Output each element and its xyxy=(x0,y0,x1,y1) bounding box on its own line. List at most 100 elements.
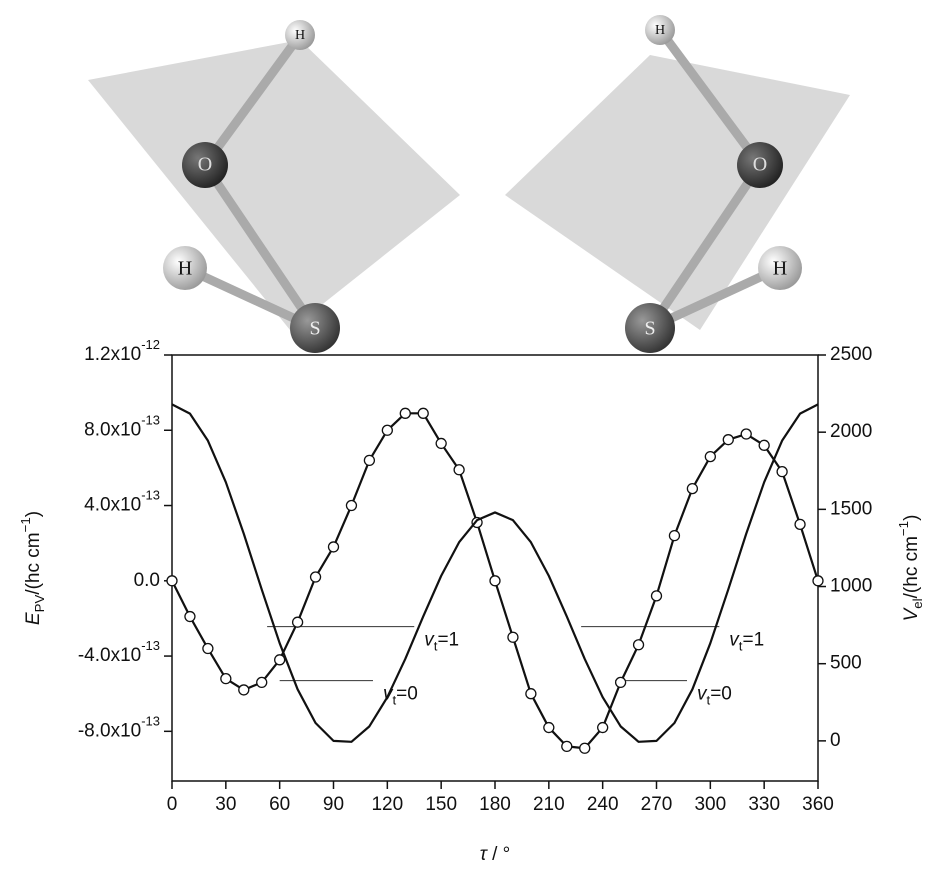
x-tick-label: 90 xyxy=(323,794,344,815)
data-point xyxy=(184,610,196,623)
data-point xyxy=(740,428,752,440)
level-label-subscript: t xyxy=(392,692,396,707)
y2-tick-label: 1500 xyxy=(830,498,872,519)
data-point xyxy=(327,541,340,553)
y2-tick-label: 1000 xyxy=(830,576,872,597)
plot-frame xyxy=(171,354,819,782)
data-point xyxy=(363,454,376,467)
level-label-text: =0 xyxy=(710,684,732,705)
molecule-left: H O H S xyxy=(88,20,460,353)
data-point xyxy=(435,437,447,450)
atom-label: H xyxy=(295,28,305,43)
data-point xyxy=(256,676,268,689)
data-point xyxy=(668,529,681,542)
level-label-text: =0 xyxy=(396,684,418,705)
level-label-symbol: v xyxy=(697,684,708,705)
y2-tick-label: 2000 xyxy=(830,421,872,442)
data-point xyxy=(543,721,555,734)
data-point xyxy=(507,631,519,643)
data-point xyxy=(399,407,411,419)
y2-axis-title-subscript: el xyxy=(910,598,925,608)
y2-axis-title-text: /(hc cm xyxy=(901,536,922,598)
y-tick-label: -4.0x10-13 xyxy=(78,638,160,666)
x-tick-label: 150 xyxy=(425,794,457,815)
molecule-right: H O H S xyxy=(505,15,850,353)
level-label: vt=1 xyxy=(729,630,764,654)
x-tick-label: 330 xyxy=(748,794,780,815)
x-tick-label: 0 xyxy=(167,794,178,815)
y-tick-label: 1.2x10-12 xyxy=(84,337,160,365)
level-label-subscript: t xyxy=(707,692,711,707)
data-point xyxy=(525,688,537,700)
y2-axis-title-symbol: V xyxy=(901,606,922,621)
x-tick-label: 360 xyxy=(802,794,834,815)
y-axis-title: EPV/(hc cm−1) xyxy=(18,511,47,625)
data-point xyxy=(776,466,788,478)
x-tick-label: 120 xyxy=(371,794,403,815)
data-point xyxy=(309,571,322,583)
y-tick-label: 8.0x10-13 xyxy=(84,413,160,441)
y2-tick-label: 500 xyxy=(830,653,862,674)
y2-tick-label: 2500 xyxy=(830,344,872,365)
data-point xyxy=(561,740,573,753)
level-label-text: =1 xyxy=(743,630,765,651)
x-tick-label: 240 xyxy=(587,794,619,815)
data-point xyxy=(166,575,178,587)
x-tick-label: 210 xyxy=(533,794,565,815)
atom-label: S xyxy=(644,318,655,340)
y-axis-title-close: ) xyxy=(23,511,44,517)
data-point xyxy=(381,424,393,436)
data-point xyxy=(238,684,250,696)
data-point xyxy=(794,518,806,530)
level-label-subscript: t xyxy=(434,638,438,653)
data-point xyxy=(758,439,770,451)
level-label-symbol: v xyxy=(424,630,435,651)
data-point xyxy=(812,575,824,587)
data-point xyxy=(291,616,304,628)
y-axis-title-superscript: −1 xyxy=(18,517,33,532)
y2-tick-label: 0 xyxy=(830,730,841,751)
x-tick-label: 180 xyxy=(479,794,511,815)
data-point xyxy=(202,642,214,655)
data-point xyxy=(579,742,591,754)
data-point xyxy=(686,482,699,495)
data-point xyxy=(722,434,734,446)
data-point xyxy=(704,450,716,463)
x-axis-title-symbol: τ xyxy=(480,844,489,865)
x-tick-label: 60 xyxy=(269,794,290,815)
atom-label: O xyxy=(198,154,212,176)
y-axis-title-text: /(hc cm xyxy=(23,532,44,594)
level-label-subscript: t xyxy=(739,638,743,653)
atom-label: O xyxy=(753,154,767,176)
data-point xyxy=(489,575,501,587)
data-point xyxy=(417,407,429,419)
data-point xyxy=(345,499,358,512)
x-axis-title: τ / ° xyxy=(480,844,511,865)
atom-label: S xyxy=(309,318,320,340)
data-point xyxy=(453,464,465,476)
y-tick-label: 0.0 xyxy=(134,570,160,591)
data-point xyxy=(274,654,286,666)
y-axis-title-symbol: E xyxy=(23,612,44,625)
level-label-text: =1 xyxy=(437,630,459,651)
data-point xyxy=(220,672,232,685)
y2-axis-title-close: ) xyxy=(901,515,922,521)
level-label-symbol: v xyxy=(729,630,740,651)
y-axis-title-subscript: PV xyxy=(32,595,47,613)
y-tick-label: 4.0x10-13 xyxy=(84,488,160,516)
atom-label: H xyxy=(655,23,665,38)
data-point xyxy=(650,590,663,602)
x-tick-label: 270 xyxy=(641,794,673,815)
x-tick-label: 300 xyxy=(694,794,726,815)
y-tick-label: -8.0x10-13 xyxy=(78,714,160,742)
series-line xyxy=(171,403,819,743)
x-tick-label: 30 xyxy=(215,794,236,815)
atom-label: H xyxy=(178,258,192,280)
y2-axis-title-superscript: −1 xyxy=(896,521,911,536)
x-axis-title-unit: / ° xyxy=(487,844,510,865)
data-point xyxy=(632,639,645,651)
y2-axis-title: Vel/(hc cm−1) xyxy=(896,515,925,622)
data-point xyxy=(597,721,609,734)
level-label: vt=1 xyxy=(424,630,459,654)
